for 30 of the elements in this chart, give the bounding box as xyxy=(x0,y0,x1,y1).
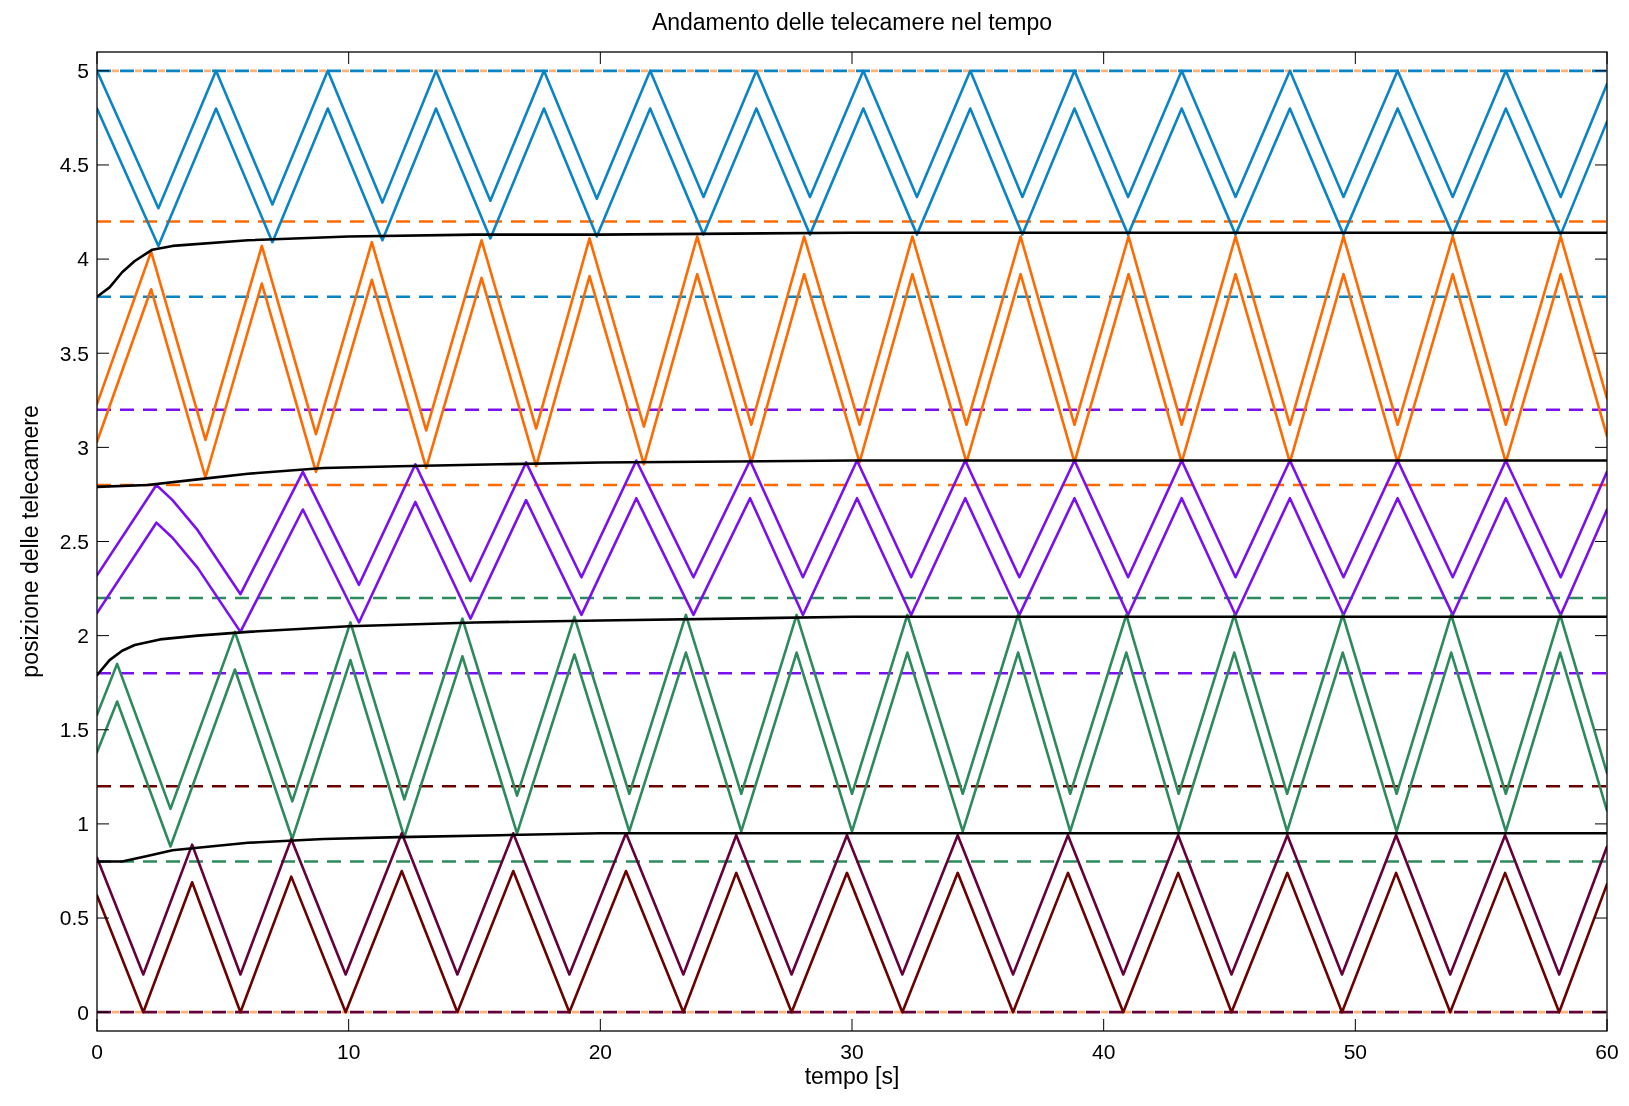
line-series xyxy=(97,272,1607,479)
x-tick-label: 10 xyxy=(336,1040,361,1063)
y-tick-label: 5 xyxy=(77,59,89,83)
line-series xyxy=(97,107,1607,248)
y-tick-label: 3 xyxy=(77,435,89,459)
x-tick-label: 50 xyxy=(1343,1040,1368,1063)
line-series xyxy=(97,459,1607,596)
line-series xyxy=(97,496,1607,634)
y-tick-label: 0.5 xyxy=(59,906,89,930)
x-tick-label: 0 xyxy=(91,1040,103,1063)
line-series xyxy=(97,235,1607,442)
y-tick-label: 4 xyxy=(77,247,90,271)
chart-title: Andamento delle telecamere nel tempo xyxy=(651,9,1053,35)
line-series xyxy=(97,651,1607,848)
y-tick-label: 4.5 xyxy=(59,153,89,177)
x-tick-label: 40 xyxy=(1091,1040,1116,1063)
line-series xyxy=(97,832,1607,976)
x-tick-label: 30 xyxy=(840,1040,864,1063)
line-series xyxy=(97,869,1607,1014)
y-tick-label: 1.5 xyxy=(59,718,89,742)
x-tick-label: 60 xyxy=(1595,1040,1619,1063)
y-tick-label: 0 xyxy=(77,1000,89,1024)
y-tick-label: 1 xyxy=(77,812,89,836)
line-series xyxy=(97,613,1607,811)
y-axis-title: posizione delle telecamere xyxy=(17,405,43,678)
y-tick-label: 2.5 xyxy=(59,529,89,553)
x-tick-label: 20 xyxy=(588,1040,613,1063)
y-tick-label: 2 xyxy=(77,623,89,647)
y-tick-label: 3.5 xyxy=(59,341,89,365)
x-axis-title: tempo [s] xyxy=(804,1063,900,1089)
